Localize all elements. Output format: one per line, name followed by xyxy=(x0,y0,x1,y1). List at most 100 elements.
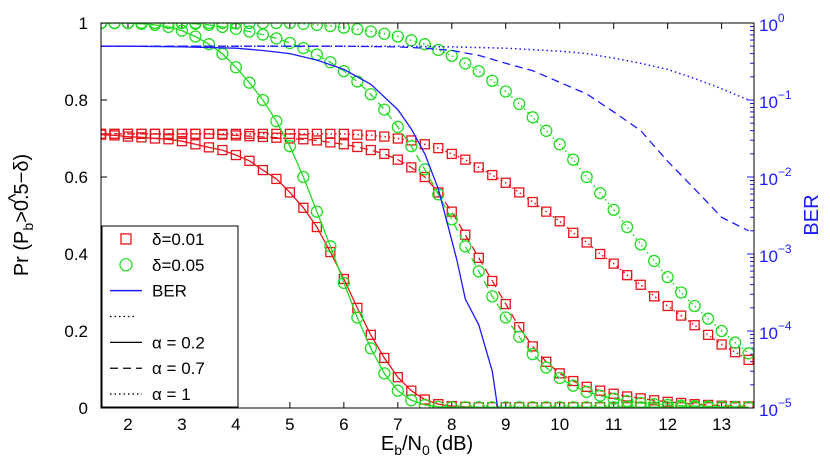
circle-marker xyxy=(202,38,216,51)
square-marker xyxy=(203,142,215,153)
circle-marker xyxy=(594,389,607,402)
circle-marker xyxy=(108,23,121,30)
square-marker xyxy=(716,339,727,350)
circle-marker xyxy=(297,23,310,30)
y2-tick-exponent: 0 xyxy=(778,11,785,25)
square-marker xyxy=(311,128,323,140)
circle-marker xyxy=(701,312,715,325)
series-line xyxy=(101,45,499,408)
circle-marker xyxy=(270,115,283,128)
circle-marker xyxy=(580,401,593,408)
square-marker xyxy=(406,162,417,173)
y2-tick-base: 10 xyxy=(759,93,778,112)
y2-tick-base: 10 xyxy=(759,324,778,343)
square-marker xyxy=(419,171,430,183)
circle-marker xyxy=(607,203,620,216)
series-line xyxy=(101,45,749,232)
y2-tick-label: 100 xyxy=(759,11,785,35)
circle-marker xyxy=(121,23,135,30)
circle-marker xyxy=(378,367,391,380)
circle-marker xyxy=(688,399,701,408)
circle-marker xyxy=(688,299,701,313)
circle-marker xyxy=(445,49,458,62)
circle-marker xyxy=(728,336,742,349)
y2-axis-title: BER xyxy=(801,194,823,235)
circle-marker xyxy=(310,23,324,32)
circle-marker xyxy=(270,23,283,30)
square-marker xyxy=(527,196,538,208)
series-line xyxy=(101,23,749,408)
square-marker xyxy=(149,128,161,140)
circle-marker xyxy=(162,23,175,30)
square-marker xyxy=(176,128,188,140)
square-marker xyxy=(338,128,350,140)
legend-label: α = 0.2 xyxy=(152,333,205,352)
square-marker xyxy=(581,237,592,248)
square-marker xyxy=(271,128,282,140)
square-marker xyxy=(419,394,430,405)
circle-marker xyxy=(553,138,566,151)
circle-marker xyxy=(715,324,728,338)
circle-marker xyxy=(580,385,593,398)
y2-tick-exponent: −5 xyxy=(778,396,792,410)
square-marker xyxy=(284,128,296,140)
square-marker xyxy=(433,142,444,154)
square-marker xyxy=(271,173,282,185)
circle-marker xyxy=(337,23,350,34)
x-tick-label: 5 xyxy=(285,415,294,434)
circle-marker xyxy=(148,23,162,30)
circle-marker xyxy=(229,23,243,30)
circle-marker xyxy=(661,270,674,284)
y-axis-title-base: P xyxy=(11,231,33,244)
square-marker xyxy=(406,135,417,146)
series-line xyxy=(101,23,749,408)
square-marker xyxy=(473,252,484,264)
circle-marker xyxy=(499,401,512,408)
circle-marker xyxy=(742,401,754,408)
square-marker xyxy=(392,154,403,165)
x-axis-title-mid: /N xyxy=(402,433,422,455)
circle-marker xyxy=(634,238,647,251)
y-tick-label: 0 xyxy=(79,399,88,418)
square-marker xyxy=(635,279,646,290)
circle-marker xyxy=(459,240,472,253)
circle-marker xyxy=(540,361,553,374)
series-line xyxy=(101,133,749,361)
circle-marker xyxy=(351,75,364,88)
square-marker xyxy=(257,164,269,176)
circle-marker xyxy=(513,330,526,343)
square-marker xyxy=(514,187,525,198)
circle-marker xyxy=(391,30,404,43)
circle-marker xyxy=(189,23,202,30)
square-marker xyxy=(473,162,484,173)
circle-marker xyxy=(364,25,377,38)
circle-marker xyxy=(310,205,324,218)
legend-label: δ=0.05 xyxy=(152,256,204,275)
x-tick-label: 6 xyxy=(339,415,348,434)
square-marker xyxy=(554,216,565,227)
square-marker xyxy=(487,275,498,287)
y2-tick-exponent: −1 xyxy=(778,88,792,102)
y-tick-label: 0.2 xyxy=(64,322,88,341)
square-marker xyxy=(298,134,309,145)
square-marker xyxy=(284,187,296,198)
x-tick-label: 3 xyxy=(177,415,186,434)
circle-marker xyxy=(229,61,243,74)
circle-marker xyxy=(391,120,404,134)
square-marker xyxy=(446,148,457,160)
circle-marker xyxy=(216,23,229,30)
circle-marker xyxy=(162,23,175,33)
y-tick-label: 0.4 xyxy=(64,245,88,264)
circle-marker xyxy=(418,38,431,51)
x-tick-label: 13 xyxy=(712,415,731,434)
circle-marker xyxy=(283,140,297,153)
x-tick-label: 9 xyxy=(501,415,510,434)
square-marker xyxy=(122,128,134,140)
circle-marker xyxy=(459,57,472,70)
circle-marker xyxy=(567,379,580,392)
square-marker xyxy=(595,385,606,396)
square-marker xyxy=(379,148,390,160)
square-marker xyxy=(460,154,471,165)
y2-tick-exponent: −4 xyxy=(778,319,792,333)
